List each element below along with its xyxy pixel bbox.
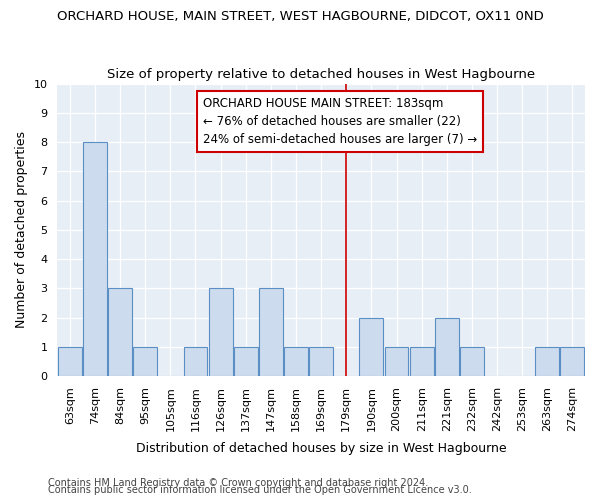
Bar [284, 347, 308, 376]
Text: ORCHARD HOUSE MAIN STREET: 183sqm
← 76% of detached houses are smaller (22)
24% : ORCHARD HOUSE MAIN STREET: 183sqm ← 76% … [203, 96, 477, 146]
Bar [259, 288, 283, 376]
Bar [460, 347, 484, 376]
Bar [309, 347, 333, 376]
Bar [385, 347, 409, 376]
Bar [435, 318, 459, 376]
Bar [83, 142, 107, 376]
Title: Size of property relative to detached houses in West Hagbourne: Size of property relative to detached ho… [107, 68, 535, 81]
Bar [133, 347, 157, 376]
Bar [359, 318, 383, 376]
Bar [108, 288, 132, 376]
Bar [58, 347, 82, 376]
Bar [535, 347, 559, 376]
Y-axis label: Number of detached properties: Number of detached properties [15, 132, 28, 328]
Bar [184, 347, 208, 376]
Bar [209, 288, 233, 376]
Bar [410, 347, 434, 376]
Text: ORCHARD HOUSE, MAIN STREET, WEST HAGBOURNE, DIDCOT, OX11 0ND: ORCHARD HOUSE, MAIN STREET, WEST HAGBOUR… [56, 10, 544, 23]
Bar [560, 347, 584, 376]
Text: Contains public sector information licensed under the Open Government Licence v3: Contains public sector information licen… [48, 485, 472, 495]
Text: Contains HM Land Registry data © Crown copyright and database right 2024.: Contains HM Land Registry data © Crown c… [48, 478, 428, 488]
X-axis label: Distribution of detached houses by size in West Hagbourne: Distribution of detached houses by size … [136, 442, 506, 455]
Bar [234, 347, 257, 376]
